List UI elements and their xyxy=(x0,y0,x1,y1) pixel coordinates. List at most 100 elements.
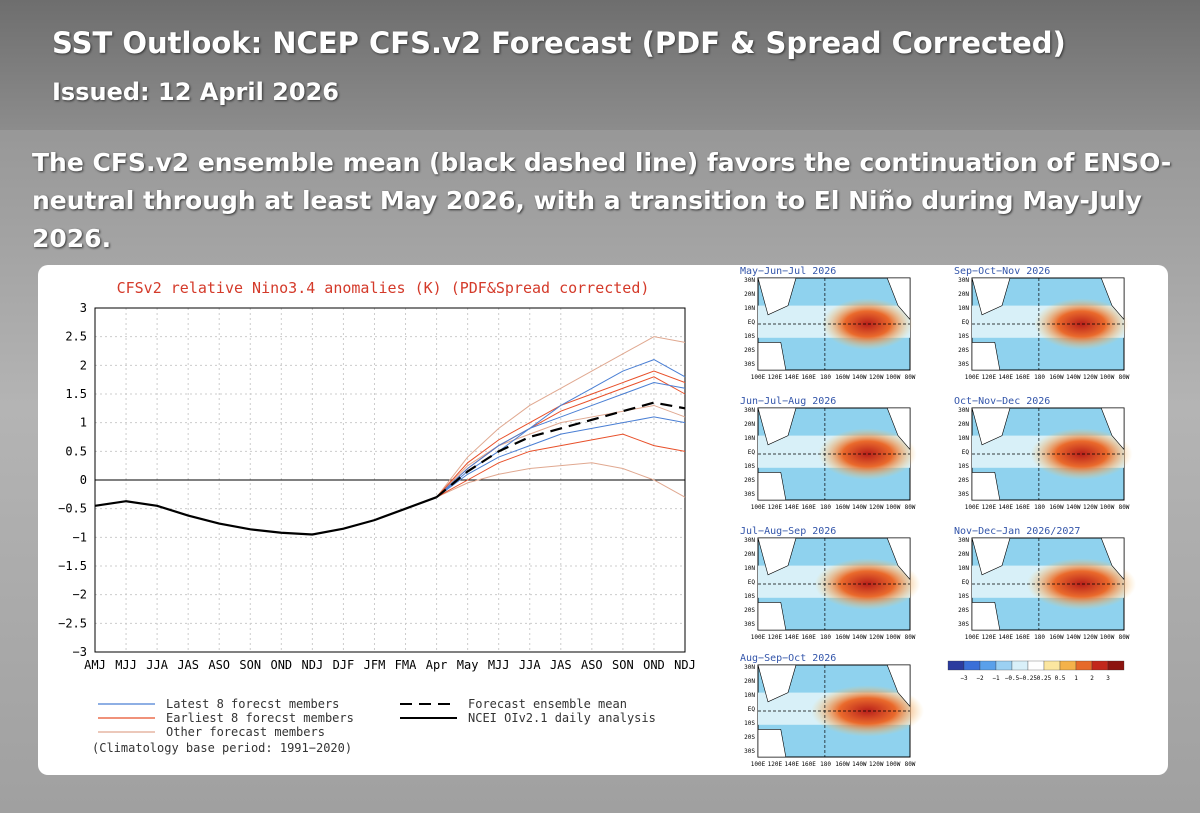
map-lat: 10N xyxy=(744,692,755,699)
colorbar-cell xyxy=(1091,660,1109,671)
map-land xyxy=(757,277,911,371)
map-lon: 140E xyxy=(999,634,1014,641)
map-lat: 20N xyxy=(744,421,755,428)
map-lon: 180 xyxy=(1034,374,1045,381)
map-lat: 10N xyxy=(744,435,755,442)
map-warm xyxy=(814,558,921,610)
map-title: Sep−Oct−Nov 2026 xyxy=(954,266,1050,277)
series-line xyxy=(436,359,686,498)
map-lat: 20N xyxy=(958,551,969,558)
colorbar-cell xyxy=(963,660,981,671)
map-lon: 160E xyxy=(1015,504,1030,511)
x-tick-label: Apr xyxy=(426,658,448,672)
colorbar-label: −0.25 xyxy=(1019,675,1037,682)
map-land xyxy=(971,407,1125,501)
map-lon: 160E xyxy=(801,634,816,641)
y-tick-label: −1 xyxy=(73,530,87,544)
map-lat: 30S xyxy=(744,361,755,368)
colorbar-label: 0.25 xyxy=(1037,675,1052,682)
x-tick-label: JJA xyxy=(146,658,168,672)
map-lon: 140E xyxy=(785,504,800,511)
x-tick-label: JFM xyxy=(364,658,386,672)
x-tick-label: DJF xyxy=(333,658,355,672)
map-lat: 20S xyxy=(744,734,755,741)
issued: Issued: 12 April 2026 xyxy=(52,78,339,106)
map-warm xyxy=(818,428,917,480)
legend-label: Forecast ensemble mean xyxy=(468,697,627,711)
series-line xyxy=(436,462,686,498)
map-lon: 100E xyxy=(751,374,766,381)
map-lon: 80W xyxy=(1119,634,1130,641)
map-lat: 10S xyxy=(958,593,969,600)
map-lat: 30S xyxy=(958,621,969,628)
map-lon: 160E xyxy=(801,504,816,511)
x-tick-label: NDJ xyxy=(302,658,324,672)
series-line xyxy=(436,433,686,498)
y-tick-label: −2.5 xyxy=(58,616,87,630)
map-lon: 160W xyxy=(835,634,850,641)
map-lat: EQ xyxy=(962,579,970,586)
map-lat: 10S xyxy=(744,333,755,340)
map-land xyxy=(757,664,911,758)
map-lon: 120W xyxy=(1083,374,1098,381)
colorbar-label: −0.5 xyxy=(1005,675,1020,682)
map-lon: 160W xyxy=(1049,374,1064,381)
x-tick-label: MJJ xyxy=(488,658,510,672)
x-tick-label: FMA xyxy=(395,658,417,672)
legend-label: Other forecast members xyxy=(166,725,325,739)
y-tick-label: 0.5 xyxy=(65,444,87,458)
map-lon: 80W xyxy=(905,761,916,768)
colorbar-cell xyxy=(1043,660,1061,671)
map-lon: 100W xyxy=(1100,504,1115,511)
map-lat: EQ xyxy=(962,319,970,326)
map-warm xyxy=(821,298,914,350)
y-tick-label: 3 xyxy=(80,301,87,315)
map-lon: 160W xyxy=(835,504,850,511)
map-lon: 180 xyxy=(820,761,831,768)
x-tick-label: JJA xyxy=(519,658,541,672)
map-lat: 30N xyxy=(958,537,969,544)
map-lon: 140W xyxy=(1066,374,1081,381)
map-lon: 140E xyxy=(999,504,1014,511)
map-lon: 80W xyxy=(1119,374,1130,381)
map-lat: 20N xyxy=(744,291,755,298)
map-lon: 160E xyxy=(801,374,816,381)
map-lat: 10S xyxy=(744,463,755,470)
map-lon: 140E xyxy=(785,634,800,641)
map-lat: EQ xyxy=(748,579,756,586)
map-lon: 120E xyxy=(768,761,783,768)
x-tick-label: ASO xyxy=(581,658,603,672)
map-lat: 10N xyxy=(744,565,755,572)
map-lon: 100E xyxy=(751,634,766,641)
series-line xyxy=(436,416,686,498)
map-lon: 100E xyxy=(751,761,766,768)
header-band xyxy=(0,0,1200,130)
map-lon: 120E xyxy=(768,634,783,641)
map-title: May−Jun−Jul 2026 xyxy=(740,266,836,277)
series-line xyxy=(436,336,686,498)
x-tick-label: JAS xyxy=(550,658,572,672)
x-tick-label: NDJ xyxy=(674,658,696,672)
x-tick-label: JAS xyxy=(177,658,199,672)
map-lon: 180 xyxy=(820,504,831,511)
colorbar-label: −1 xyxy=(992,675,1000,682)
y-tick-label: −2 xyxy=(73,588,87,602)
colorbar-cell xyxy=(947,660,965,671)
colorbar-cell xyxy=(1011,660,1029,671)
x-tick-label: SON xyxy=(239,658,261,672)
map-lon: 140W xyxy=(852,504,867,511)
map-lat: 20S xyxy=(958,607,969,614)
map-lon: 100E xyxy=(965,504,980,511)
series-line xyxy=(436,382,686,498)
map-lon: 120E xyxy=(982,374,997,381)
map-lat: 10N xyxy=(958,305,969,312)
map-lat: 10N xyxy=(744,305,755,312)
map-lon: 100W xyxy=(886,504,901,511)
summary-line: The CFS.v2 ensemble mean (black dashed l… xyxy=(32,148,1172,177)
map-lat: 10S xyxy=(958,333,969,340)
map-lat: 20S xyxy=(744,607,755,614)
map-lat: 20N xyxy=(744,551,755,558)
map-lon: 180 xyxy=(820,374,831,381)
map-lon: 160W xyxy=(835,374,850,381)
map-lat: 30N xyxy=(744,407,755,414)
